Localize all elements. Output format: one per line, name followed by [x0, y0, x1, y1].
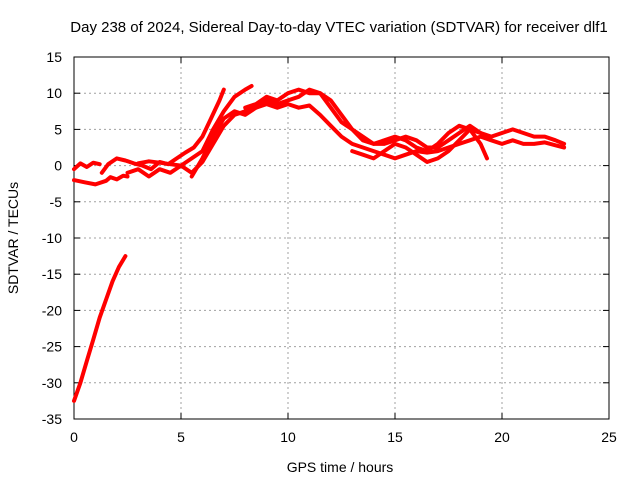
y-axis-label: SDTVAR / TECUs	[5, 182, 21, 294]
series-group	[72, 84, 567, 403]
y-tick-label: -10	[42, 230, 62, 246]
y-tick-label: 5	[54, 121, 62, 137]
y-tick-label: -5	[50, 194, 63, 210]
y-tick-label: 0	[54, 158, 62, 174]
series-line-trace-1	[72, 160, 102, 172]
chart-title: Day 238 of 2024, Sidereal Day-to-day VTE…	[70, 19, 607, 36]
series-line-trace-3	[72, 254, 128, 403]
x-tick-labels: 0 5 10 15 20 25	[70, 429, 617, 445]
y-tick-label: 10	[46, 85, 62, 101]
axis-ticks	[73, 56, 610, 420]
x-tick-label: 15	[387, 429, 403, 445]
series-line-trace-8	[243, 87, 567, 150]
y-tick-label: -30	[42, 375, 62, 391]
series-line-trace-9	[350, 127, 489, 164]
y-tick-label: -35	[42, 411, 62, 427]
series-line-trace-5	[125, 84, 254, 179]
x-tick-label: 10	[280, 429, 296, 445]
grid-lines	[74, 57, 609, 419]
series-line-trace-2	[72, 173, 130, 187]
y-tick-label: -15	[42, 266, 62, 282]
y-tick-labels: 15 10 5 0 -5 -10 -15 -20 -25 -30 -35	[42, 49, 62, 427]
y-tick-label: 15	[46, 49, 62, 65]
y-tick-label: -20	[42, 302, 62, 318]
y-tick-label: -25	[42, 339, 62, 355]
x-tick-label: 25	[601, 429, 617, 445]
series-line-trace-6	[136, 102, 567, 175]
x-tick-label: 0	[70, 429, 78, 445]
x-tick-label: 20	[494, 429, 510, 445]
x-axis-label: GPS time / hours	[287, 459, 394, 475]
x-tick-label: 5	[177, 429, 185, 445]
